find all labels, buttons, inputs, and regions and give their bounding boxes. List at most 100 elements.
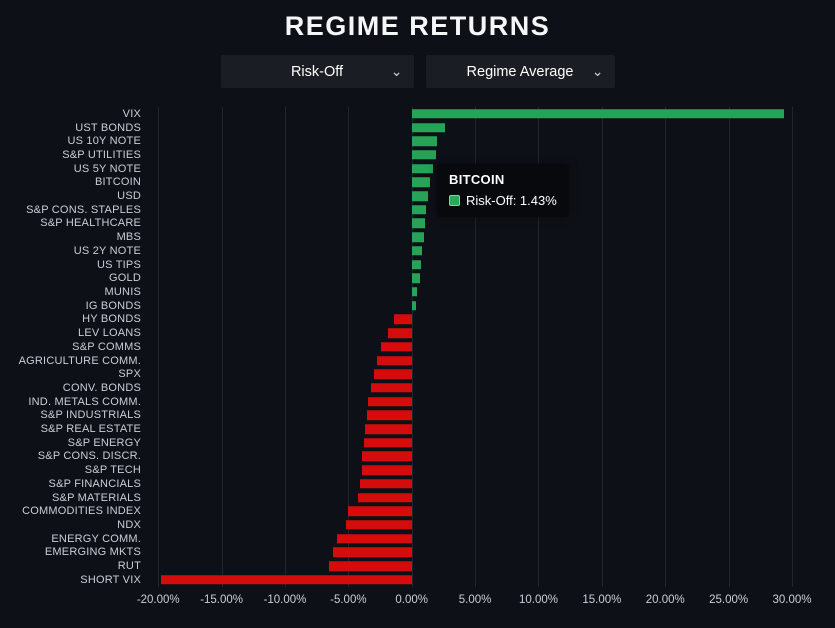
bar[interactable] bbox=[345, 520, 412, 530]
bar[interactable] bbox=[371, 383, 412, 393]
bar[interactable] bbox=[366, 410, 412, 421]
gridline bbox=[348, 107, 350, 587]
chart-row: S&P INDUSTRIALS bbox=[0, 408, 835, 422]
bar[interactable] bbox=[387, 328, 412, 338]
bar[interactable] bbox=[411, 273, 420, 284]
metric-dropdown[interactable]: Regime Average ⌄ bbox=[425, 55, 615, 88]
chart-row: GOLD bbox=[0, 271, 835, 285]
category-label: COMMODITIES INDEX bbox=[22, 505, 141, 518]
bar-track bbox=[150, 546, 830, 560]
chart-row: COMMODITIES INDEX bbox=[0, 504, 835, 518]
bar[interactable] bbox=[336, 533, 412, 544]
bar[interactable] bbox=[411, 191, 428, 201]
bar-track bbox=[150, 436, 830, 450]
bar-track bbox=[150, 271, 830, 285]
category-label: RUT bbox=[117, 560, 141, 573]
category-label: CONV. BONDS bbox=[62, 381, 141, 394]
bar[interactable] bbox=[411, 150, 436, 160]
gridlines bbox=[150, 107, 830, 587]
category-label: UST BONDS bbox=[75, 121, 141, 134]
bar-track bbox=[150, 176, 830, 190]
bar[interactable] bbox=[411, 259, 421, 270]
bar[interactable] bbox=[411, 122, 445, 133]
chart-row: S&P CONS. DISCR. bbox=[0, 450, 835, 464]
gridline bbox=[284, 107, 286, 587]
bar[interactable] bbox=[411, 205, 426, 215]
bar[interactable] bbox=[411, 300, 417, 311]
bar[interactable] bbox=[333, 547, 412, 558]
bar[interactable] bbox=[362, 451, 412, 462]
bar[interactable] bbox=[376, 355, 412, 366]
bar[interactable] bbox=[368, 396, 412, 407]
bar-track bbox=[150, 121, 830, 135]
bar-track bbox=[150, 217, 830, 231]
chart-row: EMERGING MKTS bbox=[0, 546, 835, 560]
bar[interactable] bbox=[411, 246, 423, 256]
chevron-down-icon: ⌄ bbox=[390, 62, 403, 79]
x-tick-label: 25.00% bbox=[709, 594, 749, 606]
gridline bbox=[728, 107, 730, 587]
chart-row: S&P COMMS bbox=[0, 340, 835, 354]
metric-dropdown-value: Regime Average bbox=[466, 63, 574, 80]
bar[interactable] bbox=[393, 314, 412, 325]
category-label: HY BONDS bbox=[82, 313, 141, 326]
category-label: SHORT VIX bbox=[80, 573, 141, 586]
x-tick-label: -15.00% bbox=[200, 594, 244, 606]
regime-dropdown[interactable]: Risk-Off ⌄ bbox=[220, 55, 414, 88]
category-label: S&P CONS. DISCR. bbox=[37, 450, 141, 463]
bar-track bbox=[150, 532, 830, 546]
bar-track bbox=[150, 148, 830, 162]
bar[interactable] bbox=[359, 479, 412, 489]
category-label: VIX bbox=[122, 107, 141, 120]
bar[interactable] bbox=[411, 109, 785, 119]
bar[interactable] bbox=[373, 369, 412, 379]
bar-track bbox=[150, 573, 830, 587]
chart-row: US 10Y NOTE bbox=[0, 134, 835, 148]
category-label: US 2Y NOTE bbox=[73, 244, 141, 257]
bar-track bbox=[150, 559, 830, 573]
bar-track bbox=[150, 422, 830, 436]
bar-track bbox=[150, 381, 830, 395]
bar[interactable] bbox=[381, 342, 412, 352]
category-label: US 5Y NOTE bbox=[73, 162, 141, 175]
chart-row: S&P MATERIALS bbox=[0, 491, 835, 505]
bar[interactable] bbox=[365, 424, 412, 434]
bar-track bbox=[150, 395, 830, 409]
bar[interactable] bbox=[411, 177, 430, 188]
category-label: S&P TECH bbox=[84, 464, 141, 477]
regime-returns-chart: VIX UST BONDS US 10Y NOTE S&P UTILITIES US 5… bbox=[0, 107, 835, 612]
x-tick-label: 5.00% bbox=[458, 594, 492, 606]
series-swatch-icon bbox=[449, 195, 460, 206]
gridline bbox=[538, 107, 540, 587]
bar[interactable] bbox=[361, 465, 412, 475]
bar[interactable] bbox=[358, 492, 412, 503]
category-label: S&P FINANCIALS bbox=[48, 477, 141, 490]
bar[interactable] bbox=[160, 575, 412, 585]
tooltip: BITCOIN Risk-Off: 1.43% bbox=[437, 164, 569, 217]
bar[interactable] bbox=[411, 163, 434, 174]
category-label: MBS bbox=[116, 231, 141, 244]
x-tick-label: 10.00% bbox=[518, 594, 558, 606]
bar[interactable] bbox=[411, 232, 424, 242]
category-label: S&P HEALTHCARE bbox=[40, 217, 141, 230]
bar-track bbox=[150, 285, 830, 299]
chart-row: US 2Y NOTE bbox=[0, 244, 835, 258]
bar-track bbox=[150, 491, 830, 505]
category-label: NDX bbox=[117, 518, 141, 531]
category-label: S&P ENERGY bbox=[67, 436, 141, 449]
chart-row: AGRICULTURE COMM. bbox=[0, 354, 835, 368]
bar[interactable] bbox=[329, 561, 412, 571]
chart-row: S&P UTILITIES bbox=[0, 148, 835, 162]
gridline bbox=[601, 107, 603, 587]
bar[interactable] bbox=[411, 218, 426, 229]
category-label: S&P REAL ESTATE bbox=[40, 423, 141, 436]
bar[interactable] bbox=[363, 437, 412, 448]
chart-row: UST BONDS bbox=[0, 121, 835, 135]
chart-row: US 5Y NOTE bbox=[0, 162, 835, 176]
bar[interactable] bbox=[411, 287, 418, 297]
chart-row: SHORT VIX bbox=[0, 573, 835, 587]
tooltip-title: BITCOIN bbox=[449, 172, 505, 187]
bar[interactable] bbox=[411, 136, 438, 146]
chart-row: S&P REAL ESTATE bbox=[0, 422, 835, 436]
bar[interactable] bbox=[348, 506, 412, 516]
